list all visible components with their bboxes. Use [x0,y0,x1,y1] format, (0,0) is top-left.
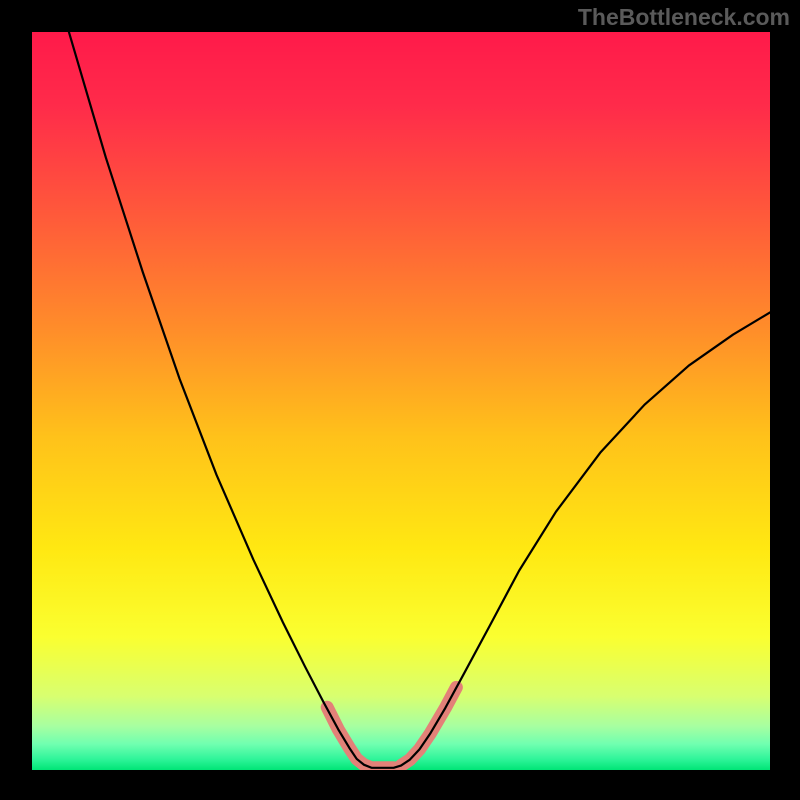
plot-svg [32,32,770,770]
gradient-background [32,32,770,770]
watermark-text: TheBottleneck.com [578,4,790,31]
plot-area [32,32,770,770]
